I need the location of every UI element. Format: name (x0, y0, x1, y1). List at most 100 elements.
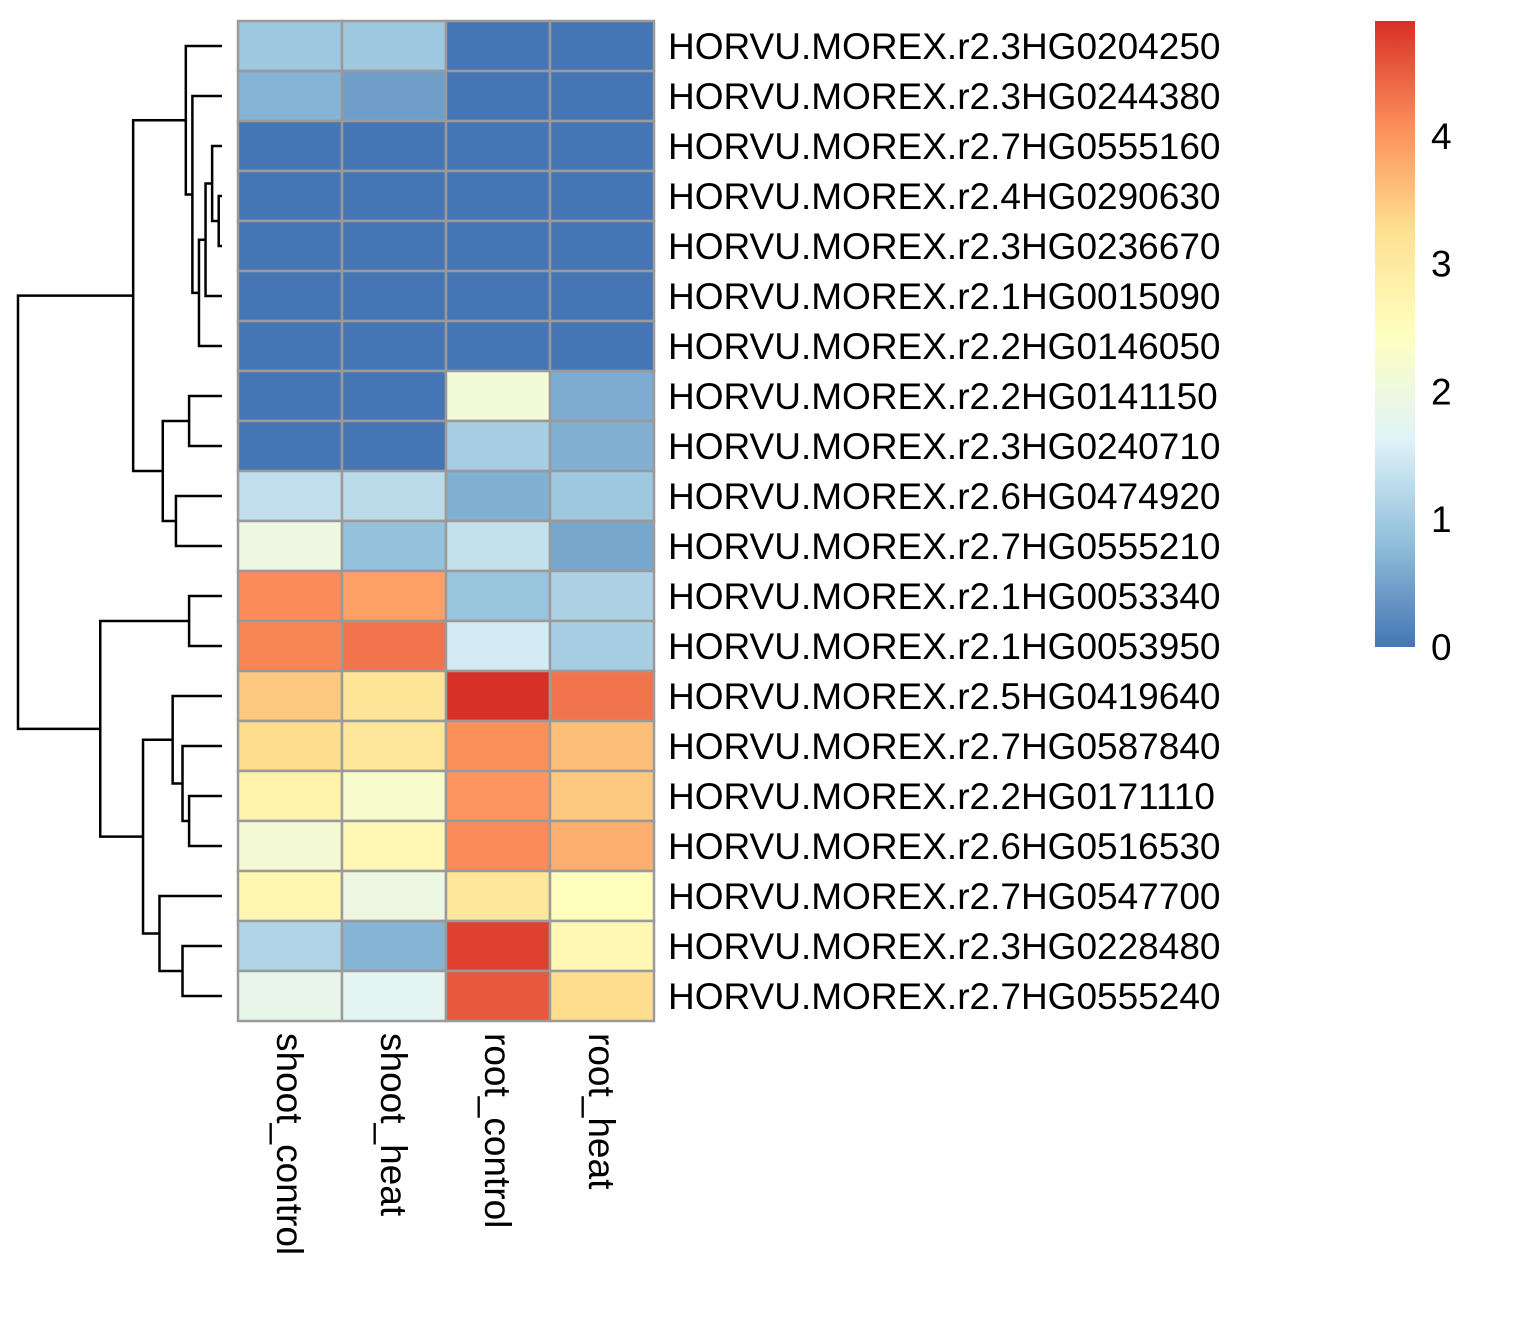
heatmap-cell (548, 569, 656, 623)
heatmap-cell (548, 819, 656, 873)
heatmap-cell (340, 869, 448, 923)
row-label: HORVU.MOREX.r2.7HG0587840 (668, 726, 1221, 767)
colorbar-tick-label: 3 (1431, 244, 1452, 285)
heatmap-cell (444, 669, 552, 723)
heatmap-cell (444, 819, 552, 873)
heatmap-cell (548, 769, 656, 823)
column-labels: shoot_control shoot_heat root_control root_… (269, 1033, 622, 1255)
heatmap-cell (444, 219, 552, 273)
row-label: HORVU.MOREX.r2.1HG0053340 (668, 576, 1221, 617)
heatmap-cell (444, 469, 552, 523)
dendrogram-branch (158, 894, 222, 973)
heatmap-cell (340, 319, 448, 373)
dendrogram-branch (197, 238, 222, 348)
heatmap-cell (340, 619, 448, 673)
heatmap-cell (236, 719, 344, 773)
heatmap-cell (340, 469, 448, 523)
heatmap-cell (548, 469, 656, 523)
heatmap-cell (444, 719, 552, 773)
column-label: shoot_heat (373, 1033, 414, 1217)
heatmap-cell (548, 219, 656, 273)
heatmap-cell (236, 369, 344, 423)
heatmap-cell (236, 119, 344, 173)
row-label: HORVU.MOREX.r2.1HG0015090 (668, 276, 1221, 317)
heatmap-cell (548, 919, 656, 973)
row-label: HORVU.MOREX.r2.2HG0146050 (668, 326, 1221, 367)
heatmap-cell (236, 969, 344, 1023)
heatmap-cell (444, 419, 552, 473)
heatmap-cell (236, 619, 344, 673)
heatmap-cell (444, 769, 552, 823)
row-label: HORVU.MOREX.r2.3HG0204250 (668, 26, 1221, 67)
heatmap-cell (236, 319, 344, 373)
column-label: root_heat (581, 1033, 622, 1190)
heatmap-cell (548, 869, 656, 923)
row-label: HORVU.MOREX.r2.7HG0555160 (668, 126, 1221, 167)
heatmap-cell (236, 769, 344, 823)
row-label: HORVU.MOREX.r2.2HG0171110 (668, 776, 1215, 817)
heatmap-cell (340, 219, 448, 273)
dendrogram-branch (187, 594, 222, 648)
heatmap-cells (236, 19, 656, 1023)
row-label: HORVU.MOREX.r2.3HG0228480 (668, 926, 1221, 967)
heatmap-cell (236, 219, 344, 273)
heatmap-cell (340, 569, 448, 623)
heatmap-cell (340, 119, 448, 173)
row-label: HORVU.MOREX.r2.4HG0290630 (668, 176, 1221, 217)
colorbar-ticks: 0 1 2 3 4 (1431, 116, 1452, 668)
heatmap-cell (236, 519, 344, 573)
heatmap-cell (340, 269, 448, 323)
dendrogram-branch (187, 394, 222, 448)
heatmap-cell (548, 619, 656, 673)
heatmap-cell (236, 69, 344, 123)
colorbar-tick-label: 0 (1431, 627, 1452, 668)
heatmap-cell (548, 419, 656, 473)
heatmap-cell (236, 269, 344, 323)
heatmap-cell (340, 419, 448, 473)
heatmap-cell (548, 119, 656, 173)
heatmap-cell (444, 619, 552, 673)
row-label: HORVU.MOREX.r2.3HG0240710 (668, 426, 1221, 467)
row-label: HORVU.MOREX.r2.6HG0516530 (668, 826, 1221, 867)
row-label: HORVU.MOREX.r2.2HG0141150 (668, 376, 1218, 417)
heatmap-cell (340, 919, 448, 973)
heatmap-cell (444, 169, 552, 223)
heatmap-cell (444, 969, 552, 1023)
dendrogram-branch (141, 738, 173, 935)
heatmap-cell (548, 169, 656, 223)
heatmap-cell (236, 669, 344, 723)
dendrogram-branch (99, 619, 190, 838)
heatmap-cell (236, 169, 344, 223)
heatmap-cell (340, 169, 448, 223)
dendrogram-branch (187, 794, 222, 848)
row-label: HORVU.MOREX.r2.6HG0474920 (668, 476, 1221, 517)
colorbar-tick-label: 4 (1431, 116, 1452, 157)
row-labels: HORVU.MOREX.r2.3HG0204250 HORVU.MOREX.r2.… (668, 26, 1221, 1017)
heatmap-cell (340, 69, 448, 123)
heatmap-cell (236, 569, 344, 623)
row-label: HORVU.MOREX.r2.7HG0555210 (668, 526, 1221, 567)
row-label: HORVU.MOREX.r2.7HG0555240 (668, 976, 1221, 1017)
heatmap-cell (236, 919, 344, 973)
heatmap-cell (340, 819, 448, 873)
heatmap-cell (340, 369, 448, 423)
dendrogram-branch (217, 194, 222, 248)
dendrogram-branch (16, 294, 134, 731)
heatmap-cell (340, 19, 448, 73)
colorbar-tick-label: 1 (1431, 499, 1452, 540)
heatmap-cell (548, 969, 656, 1023)
heatmap-cell (444, 919, 552, 973)
heatmap-cell (444, 369, 552, 423)
heatmap-cell (548, 719, 656, 773)
dendrogram-branch (191, 94, 222, 295)
heatmap-cell (444, 269, 552, 323)
colorbar-tick-label: 2 (1431, 371, 1452, 412)
heatmap-cell (444, 319, 552, 373)
column-label: root_control (477, 1033, 518, 1228)
heatmap-cell (340, 719, 448, 773)
heatmap-cell (444, 119, 552, 173)
heatmap-cell (340, 969, 448, 1023)
dendrogram-branch (210, 144, 222, 223)
heatmap-cell (340, 769, 448, 823)
